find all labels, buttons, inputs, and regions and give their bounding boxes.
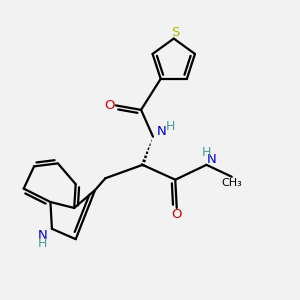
Text: CH₃: CH₃ <box>221 178 242 188</box>
Text: N: N <box>207 153 217 166</box>
Text: H: H <box>202 146 211 159</box>
Text: O: O <box>104 99 115 112</box>
Text: O: O <box>171 208 181 221</box>
Text: N: N <box>38 229 47 242</box>
Text: H: H <box>38 237 47 250</box>
Text: H: H <box>166 120 176 133</box>
Text: N: N <box>156 125 166 138</box>
Text: S: S <box>171 26 179 39</box>
